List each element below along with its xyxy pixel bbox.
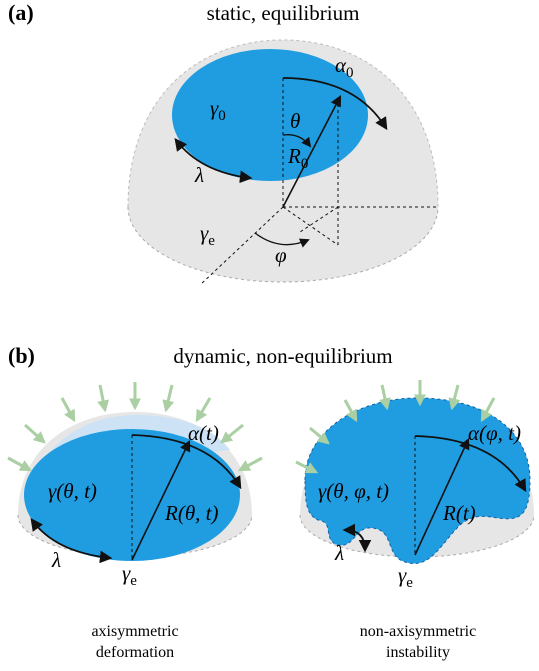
symbol-part: e [208, 233, 215, 249]
symbol: γe [398, 563, 413, 591]
symbol: α(t) [188, 421, 219, 445]
symbol: R(t) [442, 501, 476, 525]
symbol-part: 0 [301, 156, 309, 172]
caption: axisymmetric [91, 623, 178, 640]
symbol: R(θ, t) [164, 501, 218, 525]
symbol: γ(θ, φ, t) [318, 479, 389, 503]
caption: non-axisymmetric [360, 623, 476, 640]
symbol-part: 0 [218, 108, 226, 124]
panel-label: (b) [8, 343, 35, 368]
symbol: γ(θ, t) [48, 479, 97, 503]
symbol-part: 0 [346, 65, 354, 81]
figure: (a) static, equilibrium γ0 α0 θ R0 λ γe … [0, 0, 539, 671]
panel-label: (a) [8, 0, 34, 25]
caption: deformation [96, 644, 174, 661]
caption: instability [386, 644, 450, 661]
symbol: γe [122, 561, 137, 589]
symbol: λ [194, 163, 204, 187]
symbol: λ [51, 548, 61, 572]
panel-b: (b) dynamic, non-equilibrium γ(θ, t) α(t… [8, 343, 534, 661]
symbol: α(φ, t) [468, 421, 521, 445]
symbol-part: e [406, 575, 413, 591]
symbol: λ [334, 541, 344, 565]
symbol: φ [275, 243, 287, 267]
symbol: θ [290, 109, 300, 133]
panel-title: static, equilibrium [207, 1, 360, 25]
panel-title: dynamic, non-equilibrium [173, 344, 392, 368]
panel-a: (a) static, equilibrium γ0 α0 θ R0 λ γe … [8, 0, 438, 285]
symbol-part: e [130, 573, 137, 589]
symbol-part: R [287, 144, 301, 168]
